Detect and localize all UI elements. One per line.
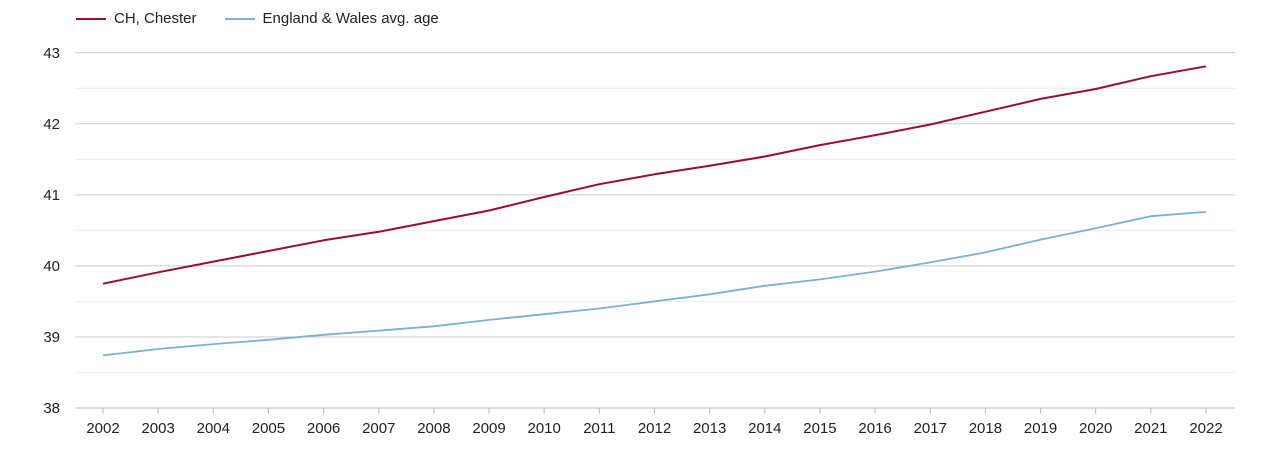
x-tick-label: 2021 xyxy=(1134,420,1167,437)
x-tick-label: 2007 xyxy=(362,420,395,437)
x-tick-label: 2019 xyxy=(1024,420,1057,437)
x-tick-label: 2013 xyxy=(693,420,726,437)
x-tick-label: 2022 xyxy=(1189,420,1222,437)
x-tick-label: 2008 xyxy=(417,420,450,437)
legend-swatch-chester xyxy=(76,17,106,20)
x-tick-label: 2009 xyxy=(472,420,505,437)
y-tick-label: 43 xyxy=(43,45,60,62)
y-tick-label: 42 xyxy=(43,116,60,133)
x-tick-label: 2018 xyxy=(969,420,1002,437)
x-tick-label: 2006 xyxy=(307,420,340,437)
x-tick-label: 2017 xyxy=(914,420,947,437)
y-tick-label: 40 xyxy=(43,258,60,275)
series-line-england-wales xyxy=(102,211,1207,357)
legend-label-england-wales: England & Wales avg. age xyxy=(262,10,439,27)
chart-legend: CH, Chester England & Wales avg. age xyxy=(76,10,439,27)
x-tick-label: 2014 xyxy=(748,420,781,437)
y-tick-label: 38 xyxy=(43,400,60,417)
x-tick-label: 2010 xyxy=(528,420,561,437)
x-tick-label: 2002 xyxy=(86,420,119,437)
x-tick-label: 2015 xyxy=(803,420,836,437)
series-line-chester xyxy=(102,65,1207,285)
x-tick-label: 2004 xyxy=(197,420,230,437)
legend-item-england-wales[interactable]: England & Wales avg. age xyxy=(224,10,439,27)
y-tick-label: 39 xyxy=(43,329,60,346)
x-tick-label: 2011 xyxy=(583,420,615,437)
legend-swatch-england-wales xyxy=(224,17,255,20)
x-tick-label: 2012 xyxy=(638,420,671,437)
y-tick-label: 41 xyxy=(43,187,60,204)
x-tick-label: 2003 xyxy=(141,420,174,437)
x-tick-label: 2005 xyxy=(252,420,285,437)
x-tick-label: 2016 xyxy=(858,420,891,437)
legend-label-chester: CH, Chester xyxy=(114,10,197,27)
x-tick-label: 2020 xyxy=(1079,420,1112,437)
legend-item-chester[interactable]: CH, Chester xyxy=(76,10,197,27)
